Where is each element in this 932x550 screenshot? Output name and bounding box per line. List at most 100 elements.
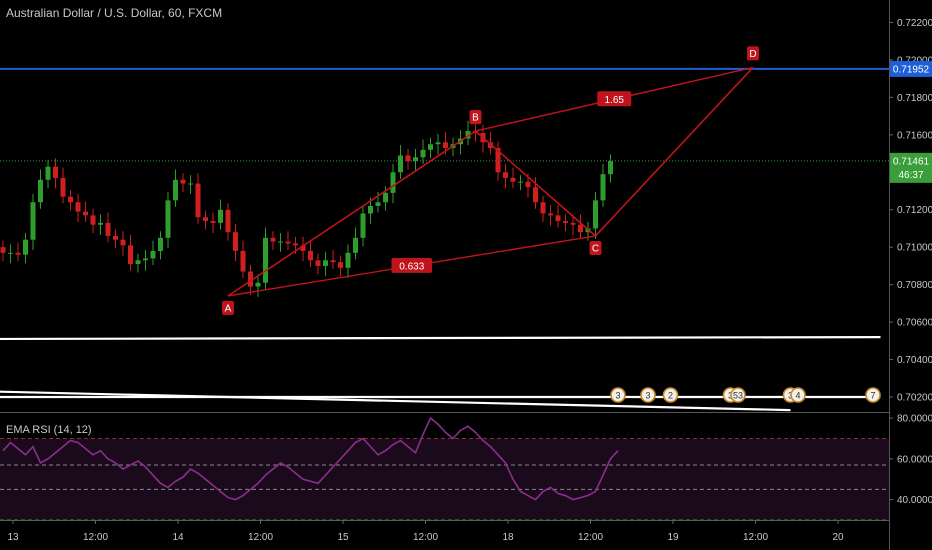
candle-body [135, 260, 141, 265]
time-tick-label: 14 [172, 532, 184, 543]
candle-body [248, 271, 253, 287]
time-tick-label: 19 [667, 532, 679, 543]
candle-body [503, 172, 508, 178]
candle-body [353, 237, 358, 253]
candle-body [278, 241, 283, 243]
countdown-label: 46:37 [898, 170, 923, 181]
candle-body [413, 157, 418, 162]
pattern-point-badge [469, 110, 482, 125]
candle-body [608, 161, 613, 175]
current-price-badge [890, 152, 932, 183]
event-marker [640, 387, 656, 403]
price-tick-label: 0.72200 [897, 18, 932, 29]
candle-body [443, 142, 448, 148]
candle-body [210, 220, 216, 223]
candle-body [405, 155, 411, 162]
pattern-leg [474, 130, 597, 237]
candle-body [240, 250, 246, 272]
trendline [0, 390, 791, 412]
candle-body [578, 224, 583, 233]
candle-body [533, 187, 538, 203]
candle-body [293, 243, 298, 246]
candle-body [270, 237, 276, 242]
ratio-label: 0.633 [399, 261, 424, 272]
price-tick-label: 0.70800 [897, 280, 932, 291]
candle-body [338, 262, 343, 268]
candle-body [345, 252, 351, 268]
candle-body [263, 237, 268, 283]
candle-body [593, 200, 598, 229]
pattern-point-badge [222, 300, 234, 315]
trendline [0, 335, 881, 341]
candle-body [563, 220, 568, 223]
candle-body [428, 144, 433, 150]
pattern-point-label: C [592, 243, 599, 254]
candle-body [113, 235, 118, 240]
rsi-tick-label: 60.0000 [897, 454, 932, 465]
candle-body [53, 166, 58, 178]
pattern-leg [594, 66, 754, 237]
time-tick-label: 12:00 [743, 532, 768, 543]
event-marker-label: 53 [733, 391, 743, 401]
candle-body [0, 247, 6, 253]
event-marker [610, 387, 626, 403]
candle-body [398, 155, 403, 173]
candle-body [368, 206, 373, 214]
candle-body [23, 239, 28, 255]
candle-body [525, 181, 531, 188]
candle-body [68, 196, 73, 203]
price-tick-label: 0.70600 [897, 318, 932, 329]
candle-body [45, 166, 51, 180]
candle-body [173, 179, 178, 201]
event-marker-label: 3 [645, 391, 650, 401]
pattern-leg [227, 130, 476, 297]
pattern-point-label: A [225, 303, 232, 314]
candle-body [203, 217, 208, 221]
time-tick-label: 12:00 [413, 532, 438, 543]
price-tick-label: 0.70400 [897, 355, 932, 366]
rsi-tick-label: 80.0000 [897, 414, 932, 425]
price-tick-label: 0.71600 [897, 130, 932, 141]
price-tick-label: 0.71000 [897, 243, 932, 254]
candle-body [255, 282, 261, 287]
price-tick-label: 0.71800 [897, 93, 932, 104]
candle-body [98, 222, 103, 225]
pattern-point-label: B [472, 113, 479, 124]
candle-body [83, 211, 88, 216]
pattern-point-badge [747, 46, 759, 61]
candle-body [375, 202, 381, 206]
candle-body [555, 215, 561, 221]
event-marker-label: 3 [615, 391, 620, 401]
ratio-badge [391, 257, 432, 273]
blue-level-label: 0.71952 [893, 64, 930, 75]
pattern-point-label: D [749, 49, 756, 60]
candle-body [180, 179, 186, 184]
candle-body [600, 174, 606, 201]
event-marker [790, 387, 806, 403]
candle-body [383, 192, 388, 203]
candles-group [0, 120, 613, 297]
candle-body [435, 142, 441, 145]
candle-body [233, 232, 238, 251]
candle-body [15, 252, 21, 255]
time-tick-label: 12:00 [83, 532, 108, 543]
candle-body [300, 245, 306, 251]
candle-body [128, 245, 133, 265]
candle-body [510, 177, 516, 182]
chart-title: Australian Dollar / U.S. Dollar, 60, FXC… [6, 6, 223, 20]
pattern-point-badge [589, 240, 602, 255]
candle-body [38, 179, 43, 203]
rsi-line [2, 416, 619, 501]
blue-level-badge [890, 60, 932, 77]
rsi-band [0, 438, 889, 520]
candle-body [315, 260, 321, 266]
current-price-label: 0.71461 [893, 156, 930, 167]
candle-body [308, 250, 313, 261]
ratio-badge [597, 91, 632, 107]
candle-body [120, 239, 126, 246]
candle-body [30, 202, 36, 240]
candle-body [495, 147, 501, 173]
rsi-title: EMA RSI (14, 12) [6, 424, 92, 436]
